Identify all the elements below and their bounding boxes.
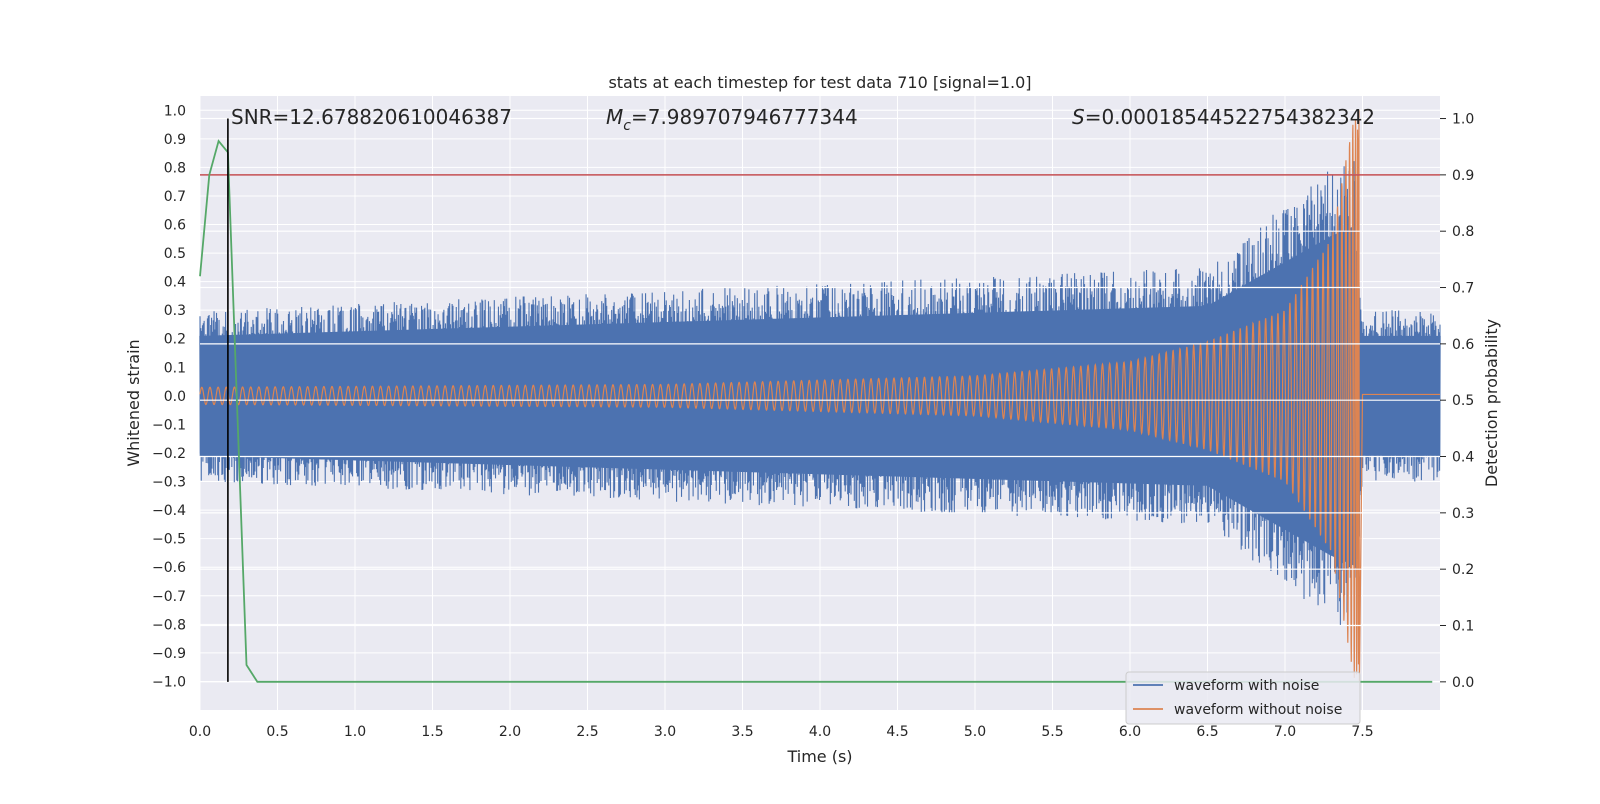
chirp-mass-subscript: c xyxy=(623,118,631,134)
x-tick-label: 5.5 xyxy=(1041,724,1063,740)
x-tick-label: 2.5 xyxy=(576,724,598,740)
legend-box xyxy=(1125,671,1361,725)
y-left-tick-label: −0.7 xyxy=(152,589,186,605)
y-left-tick-label: −0.5 xyxy=(152,532,186,548)
x-tick-label: 1.0 xyxy=(344,724,366,740)
y-left-tick-label: 0.9 xyxy=(164,132,186,148)
y-right-tick-label: 0.7 xyxy=(1452,281,1474,297)
y-right-tick-label: 0.6 xyxy=(1452,337,1474,353)
chirp-mass-annotation: Mc=7.989707946777344 xyxy=(606,105,858,134)
y-right-tick-label: 1.0 xyxy=(1452,112,1474,128)
x-tick-label: 7.5 xyxy=(1351,724,1373,740)
y-left-tick-label: 0.1 xyxy=(164,360,186,376)
x-tick-label: 2.0 xyxy=(499,724,521,740)
y-right-axis-ticks: 1.0 0.9 0.8 0.7 0.6 0.5 0.4 0.3 0.2 0.1 0.0 xyxy=(1440,112,1474,691)
x-tick-label: 6.0 xyxy=(1119,724,1141,740)
y-left-tick-label: −0.1 xyxy=(152,417,186,433)
x-tick-label: 3.5 xyxy=(731,724,753,740)
series-layer xyxy=(199,110,1441,682)
x-tick-label: 1.5 xyxy=(421,724,443,740)
y-left-tick-label: −0.6 xyxy=(152,560,186,576)
chirp-mass-symbol: M xyxy=(606,105,623,129)
y-right-tick-label: 0.3 xyxy=(1452,506,1474,522)
y-left-tick-label: 0.8 xyxy=(164,160,186,176)
y-left-tick-label: −0.3 xyxy=(152,475,186,491)
snr-annotation: SNR=12.678820610046387 xyxy=(231,105,512,129)
chirp-mass-value: =7.989707946777344 xyxy=(631,105,858,129)
y-right-axis-label: Detection probability xyxy=(1482,319,1501,487)
legend-label-noise: waveform with noise xyxy=(1174,678,1319,694)
y-left-tick-label: −0.9 xyxy=(152,646,186,662)
overlay-layer xyxy=(199,118,1440,683)
y-left-tick-label: −0.4 xyxy=(152,503,186,519)
y-left-tick-label: 0.2 xyxy=(164,332,186,348)
x-axis-ticks: 0.0 0.5 1.0 1.5 2.0 2.5 3.0 3.5 4.0 4.5 5.0 5.5 6.0 6… xyxy=(189,724,1374,740)
s-annotation: S=0.00018544522754382342 xyxy=(1072,105,1375,129)
y-left-tick-label: 0.4 xyxy=(164,275,186,291)
x-tick-label: 5.0 xyxy=(964,724,986,740)
y-right-tick-label: 0.1 xyxy=(1452,619,1474,635)
legend-label-clean: waveform without noise xyxy=(1174,702,1342,718)
y-left-tick-label: −0.8 xyxy=(152,617,186,633)
y-left-tick-label: −1.0 xyxy=(152,674,186,690)
y-left-tick-label: −0.2 xyxy=(152,446,186,462)
y-left-axis-label: Whitened strain xyxy=(124,339,143,466)
waveform-without-noise-line xyxy=(199,110,1440,682)
y-right-tick-label: 0.2 xyxy=(1452,562,1474,578)
x-tick-label: 4.5 xyxy=(886,724,908,740)
x-tick-label: 0.5 xyxy=(266,724,288,740)
x-tick-label: 3.0 xyxy=(654,724,676,740)
y-left-tick-label: 1.0 xyxy=(164,103,186,119)
x-tick-label: 7.0 xyxy=(1274,724,1296,740)
s-value: =0.00018544522754382342 xyxy=(1085,105,1375,129)
y-left-tick-label: 0.6 xyxy=(164,218,186,234)
y-right-tick-label: 0.4 xyxy=(1452,450,1474,466)
x-tick-label: 6.5 xyxy=(1196,724,1218,740)
legend: waveform with noise waveform without noi… xyxy=(1125,671,1361,725)
x-tick-label: 4.0 xyxy=(809,724,831,740)
y-right-tick-label: 0.8 xyxy=(1452,224,1474,240)
waveform-with-noise-core xyxy=(199,226,1441,566)
y-left-tick-label: 0.0 xyxy=(164,389,186,405)
y-right-tick-label: 0.0 xyxy=(1452,675,1474,691)
chart-title: stats at each timestep for test data 710… xyxy=(608,73,1031,92)
y-left-tick-label: 0.5 xyxy=(164,246,186,262)
s-symbol: S xyxy=(1072,105,1085,129)
x-axis-label: Time (s) xyxy=(786,747,852,766)
x-tick-label: 0.0 xyxy=(189,724,211,740)
y-left-tick-label: 0.7 xyxy=(164,189,186,205)
y-left-axis-ticks: 1.0 0.9 0.8 0.7 0.6 0.5 0.4 0.3 0.2 0.1 0.0 −0.1 −0.… xyxy=(152,103,186,690)
y-right-tick-label: 0.9 xyxy=(1452,168,1474,184)
y-left-tick-label: 0.3 xyxy=(164,303,186,319)
y-right-tick-label: 0.5 xyxy=(1452,393,1474,409)
